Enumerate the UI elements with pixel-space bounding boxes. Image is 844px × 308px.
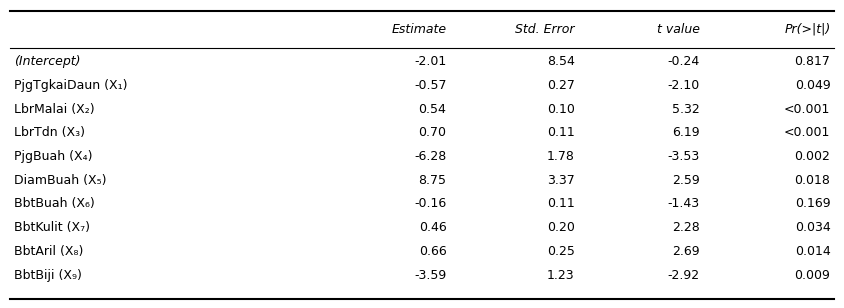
Text: 2.69: 2.69 (672, 245, 700, 258)
Text: 1.23: 1.23 (547, 269, 575, 282)
Text: LbrMalai (X₂): LbrMalai (X₂) (14, 103, 95, 116)
Text: 0.169: 0.169 (795, 197, 830, 210)
Text: BbtAril (X₈): BbtAril (X₈) (14, 245, 84, 258)
Text: BbtBuah (X₆): BbtBuah (X₆) (14, 197, 95, 210)
Text: 0.014: 0.014 (795, 245, 830, 258)
Text: 0.11: 0.11 (547, 197, 575, 210)
Text: 6.19: 6.19 (672, 126, 700, 139)
Text: DiamBuah (X₅): DiamBuah (X₅) (14, 174, 107, 187)
Text: 0.66: 0.66 (419, 245, 446, 258)
Text: 0.10: 0.10 (547, 103, 575, 116)
Text: 0.049: 0.049 (795, 79, 830, 92)
Text: (Intercept): (Intercept) (14, 55, 81, 68)
Text: -3.53: -3.53 (668, 150, 700, 163)
Text: -1.43: -1.43 (668, 197, 700, 210)
Text: 0.20: 0.20 (547, 221, 575, 234)
Text: 0.46: 0.46 (419, 221, 446, 234)
Text: 5.32: 5.32 (672, 103, 700, 116)
Text: -2.92: -2.92 (668, 269, 700, 282)
Text: 0.54: 0.54 (419, 103, 446, 116)
Text: 2.28: 2.28 (672, 221, 700, 234)
Text: 1.78: 1.78 (547, 150, 575, 163)
Text: 0.009: 0.009 (794, 269, 830, 282)
Text: Estimate: Estimate (392, 23, 446, 36)
Text: BbtKulit (X₇): BbtKulit (X₇) (14, 221, 90, 234)
Text: BbtBiji (X₉): BbtBiji (X₉) (14, 269, 82, 282)
Text: -6.28: -6.28 (414, 150, 446, 163)
Text: -2.10: -2.10 (668, 79, 700, 92)
Text: 0.70: 0.70 (419, 126, 446, 139)
Text: PjgTgkaiDaun (X₁): PjgTgkaiDaun (X₁) (14, 79, 127, 92)
Text: 2.59: 2.59 (672, 174, 700, 187)
Text: 0.11: 0.11 (547, 126, 575, 139)
Text: -0.16: -0.16 (414, 197, 446, 210)
Text: -0.57: -0.57 (414, 79, 446, 92)
Text: -2.01: -2.01 (414, 55, 446, 68)
Text: LbrTdn (X₃): LbrTdn (X₃) (14, 126, 85, 139)
Text: 0.25: 0.25 (547, 245, 575, 258)
Text: <0.001: <0.001 (784, 126, 830, 139)
Text: t value: t value (657, 23, 700, 36)
Text: Std. Error: Std. Error (516, 23, 575, 36)
Text: 8.75: 8.75 (419, 174, 446, 187)
Text: 0.034: 0.034 (795, 221, 830, 234)
Text: 0.817: 0.817 (794, 55, 830, 68)
Text: -3.59: -3.59 (414, 269, 446, 282)
Text: 3.37: 3.37 (547, 174, 575, 187)
Text: -0.24: -0.24 (668, 55, 700, 68)
Text: 0.002: 0.002 (794, 150, 830, 163)
Text: PjgBuah (X₄): PjgBuah (X₄) (14, 150, 93, 163)
Text: Pr(>|t|): Pr(>|t|) (784, 23, 830, 36)
Text: <0.001: <0.001 (784, 103, 830, 116)
Text: 8.54: 8.54 (547, 55, 575, 68)
Text: 0.27: 0.27 (547, 79, 575, 92)
Text: 0.018: 0.018 (794, 174, 830, 187)
